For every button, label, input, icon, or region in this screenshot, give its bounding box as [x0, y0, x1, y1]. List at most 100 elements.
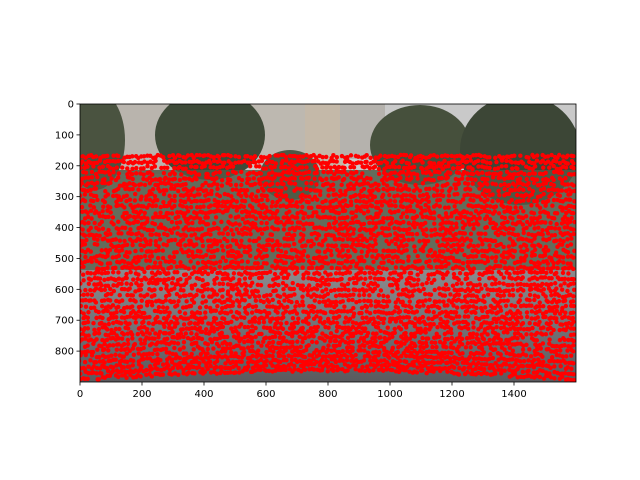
data-point: [393, 265, 399, 270]
data-point: [457, 331, 463, 337]
data-point: [194, 198, 200, 204]
data-point: [408, 270, 414, 276]
data-point: [572, 172, 576, 177]
data-point: [334, 320, 340, 326]
data-point: [502, 215, 508, 221]
data-point: [473, 341, 478, 347]
data-point: [128, 297, 133, 303]
data-point: [487, 276, 492, 281]
data-point: [264, 314, 270, 319]
data-point: [417, 188, 423, 193]
data-point: [471, 320, 476, 325]
data-point: [546, 214, 551, 219]
data-point: [359, 310, 364, 316]
data-point: [283, 250, 289, 255]
data-point: [333, 293, 339, 299]
data-point: [567, 219, 573, 224]
data-point: [420, 214, 426, 220]
data-point: [180, 204, 186, 209]
data-point: [220, 281, 226, 287]
data-point: [393, 270, 398, 275]
data-point: [320, 155, 325, 160]
data-point: [509, 166, 515, 171]
data-point: [278, 265, 283, 271]
data-point: [122, 205, 127, 210]
data-point: [133, 248, 138, 254]
data-point: [423, 321, 428, 327]
data-point: [368, 303, 374, 308]
data-point: [281, 315, 286, 320]
data-point: [439, 264, 445, 270]
data-point: [141, 176, 146, 182]
data-point: [456, 277, 461, 282]
data-point: [571, 349, 576, 354]
data-point: [131, 277, 136, 282]
data-point: [150, 187, 156, 192]
data-point: [259, 197, 265, 203]
data-point: [242, 324, 248, 330]
data-point: [479, 238, 485, 243]
data-point: [105, 265, 110, 271]
data-point: [166, 276, 171, 282]
data-point: [89, 259, 94, 264]
data-point: [521, 198, 526, 203]
data-point: [451, 271, 457, 277]
data-point: [308, 187, 313, 193]
data-point: [345, 281, 351, 287]
data-point: [389, 203, 394, 208]
data-point: [459, 248, 465, 253]
data-point: [195, 260, 201, 266]
data-point: [190, 220, 195, 226]
data-point: [364, 175, 370, 181]
data-point: [334, 353, 340, 359]
data-point: [99, 304, 105, 309]
data-point: [328, 248, 334, 254]
data-point: [437, 214, 442, 219]
data-point: [364, 204, 370, 210]
data-point: [269, 232, 275, 238]
data-point: [118, 197, 124, 202]
data-point: [515, 315, 521, 320]
data-point: [230, 197, 236, 203]
data-point: [270, 297, 275, 303]
data-point: [367, 227, 373, 233]
data-point: [252, 160, 258, 165]
data-point: [342, 198, 348, 203]
data-point: [129, 172, 135, 177]
data-point: [163, 331, 168, 336]
data-point: [200, 254, 206, 260]
data-point: [188, 164, 194, 169]
data-point: [571, 332, 576, 337]
data-point: [216, 226, 221, 232]
data-point: [268, 319, 273, 324]
data-point: [233, 154, 238, 159]
data-point: [487, 216, 493, 222]
data-point: [429, 280, 434, 286]
data-point: [139, 341, 144, 346]
data-point: [442, 205, 448, 210]
data-point: [479, 286, 484, 291]
data-point: [347, 277, 352, 282]
data-point: [520, 335, 526, 340]
data-point: [105, 291, 110, 297]
data-point: [82, 198, 88, 204]
data-point: [116, 304, 121, 310]
data-point: [534, 270, 540, 275]
data-point: [467, 187, 473, 192]
data-point: [572, 248, 576, 254]
data-point: [515, 282, 520, 287]
data-point: [372, 164, 378, 169]
data-point: [562, 298, 568, 303]
data-point: [520, 347, 526, 352]
data-point: [471, 293, 476, 298]
data-point: [211, 292, 216, 297]
data-point: [171, 254, 177, 260]
data-point: [406, 254, 411, 259]
data-point: [446, 261, 451, 266]
data-point: [333, 338, 339, 344]
data-point: [535, 346, 540, 352]
data-point: [234, 316, 239, 321]
data-point: [412, 225, 417, 230]
data-point: [198, 204, 203, 210]
data-point: [449, 335, 455, 341]
